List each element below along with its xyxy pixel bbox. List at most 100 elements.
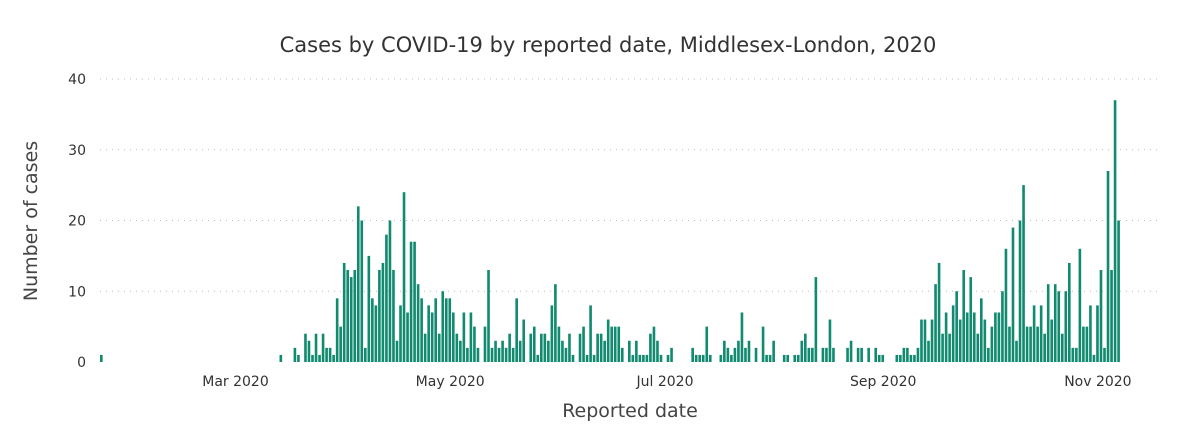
bar	[1053, 284, 1057, 362]
bar	[726, 347, 730, 362]
bar	[828, 319, 832, 362]
bar	[1057, 291, 1061, 362]
bar	[536, 354, 540, 362]
bar	[941, 333, 944, 362]
bar	[515, 298, 518, 362]
bar	[965, 312, 969, 362]
bar	[596, 333, 599, 362]
bar	[1036, 326, 1039, 363]
bar	[906, 347, 909, 362]
bar	[617, 326, 621, 363]
bar	[1046, 284, 1050, 362]
bar	[564, 347, 568, 362]
bar	[459, 340, 462, 362]
bar	[293, 347, 297, 362]
bar	[592, 354, 596, 362]
bar	[990, 326, 994, 363]
x-axis-title: Reported date	[562, 400, 698, 422]
bar	[825, 347, 828, 362]
bar	[811, 347, 814, 362]
bar	[976, 333, 980, 362]
bar	[856, 347, 860, 362]
bar	[385, 234, 388, 362]
bar	[554, 284, 557, 362]
bar	[765, 354, 768, 362]
bar	[849, 340, 853, 362]
bar	[437, 333, 441, 362]
bar	[399, 305, 402, 362]
bar	[913, 354, 916, 362]
bar	[511, 347, 515, 362]
bar	[730, 354, 733, 362]
bar	[969, 277, 973, 362]
bar	[473, 326, 476, 363]
bar	[1110, 270, 1113, 362]
bar	[311, 354, 314, 362]
bar	[980, 298, 983, 362]
bar	[874, 347, 878, 362]
bar	[557, 326, 561, 363]
bar	[983, 319, 987, 362]
bar	[371, 298, 374, 362]
bar	[392, 270, 395, 362]
bar	[937, 262, 941, 362]
bar	[550, 305, 554, 362]
bar	[972, 312, 976, 362]
bar	[997, 312, 1001, 362]
bar	[796, 354, 800, 362]
bar	[297, 354, 300, 362]
bar	[540, 333, 543, 362]
bar	[388, 220, 392, 362]
bar	[279, 354, 283, 362]
bar	[1075, 347, 1078, 362]
bar	[804, 333, 807, 362]
bar	[1092, 354, 1096, 362]
bar	[360, 220, 364, 362]
bar	[430, 312, 434, 362]
bar	[694, 354, 698, 362]
bar	[339, 326, 342, 363]
bar	[582, 326, 585, 363]
bar	[606, 319, 610, 362]
bar	[772, 340, 775, 362]
bar	[543, 333, 547, 362]
bar	[402, 192, 406, 362]
bar	[994, 312, 997, 362]
bar	[1099, 270, 1103, 362]
bar	[1025, 326, 1029, 363]
bar	[821, 347, 825, 362]
bar	[737, 340, 740, 362]
bar	[733, 347, 737, 362]
bar	[948, 333, 951, 362]
bar	[578, 333, 582, 362]
bar	[814, 277, 818, 362]
bar	[494, 340, 497, 362]
bar	[1015, 340, 1018, 362]
bar	[899, 354, 902, 362]
bar	[1060, 333, 1064, 362]
bar	[589, 305, 592, 362]
bar	[670, 347, 673, 362]
bar	[455, 333, 459, 362]
bar	[603, 340, 606, 362]
bar	[374, 305, 378, 362]
bar	[955, 291, 958, 362]
bar	[638, 354, 642, 362]
bar	[951, 305, 955, 362]
bar	[332, 354, 335, 362]
bar	[466, 347, 469, 362]
y-axis-ticks: 0 10 20 30 40	[68, 72, 86, 371]
bar	[881, 354, 885, 362]
bar	[508, 333, 511, 362]
bar	[1029, 326, 1032, 363]
bar	[547, 340, 550, 362]
bar	[1039, 305, 1043, 362]
bar	[867, 347, 870, 362]
bar	[1022, 185, 1025, 363]
bar	[469, 312, 473, 362]
bar	[1113, 100, 1117, 362]
bar	[701, 354, 705, 362]
bar	[920, 319, 923, 362]
y-tick-label: 30	[68, 143, 86, 159]
bar	[656, 340, 659, 362]
